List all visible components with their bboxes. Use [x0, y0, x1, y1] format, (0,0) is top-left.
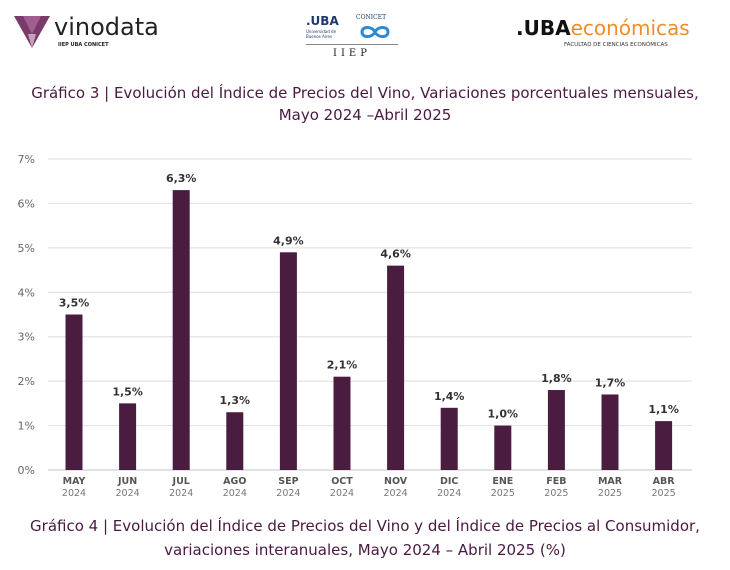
bar	[387, 265, 405, 470]
bar	[440, 407, 458, 470]
uba-eco-subtitle: FACULTAD DE CIENCIAS ECONÓMICAS	[564, 42, 668, 48]
x-tick-year: 2024	[384, 488, 408, 499]
x-tick-month: ENE	[492, 476, 513, 487]
uba-eco-text: .UBA	[516, 16, 571, 40]
x-tick-year: 2024	[437, 488, 461, 499]
data-label: 1,3%	[220, 394, 251, 407]
y-tick-label: 6%	[18, 197, 35, 210]
x-tick-year: 2025	[598, 488, 622, 499]
data-label: 1,5%	[112, 385, 143, 398]
uba-text: .UBA	[306, 14, 339, 28]
x-tick-year: 2024	[330, 488, 354, 499]
uba-economicas-logo: .UBAeconómicas FACULTAD DE CIENCIAS ECON…	[516, 16, 690, 48]
data-label: 1,8%	[541, 372, 572, 385]
iiep-text: IIEP	[333, 48, 371, 59]
x-tick-year: 2024	[116, 488, 140, 499]
y-tick-label: 4%	[18, 286, 35, 299]
x-tick-month: DIC	[440, 476, 458, 487]
conicet-infinity-icon	[360, 26, 390, 38]
x-tick-year: 2024	[169, 488, 193, 499]
bar-chart: 0%1%2%3%4%5%6%7%3,5%MAY20241,5%JUN20246,…	[18, 153, 692, 499]
data-label: 1,4%	[434, 390, 465, 403]
bar	[119, 403, 137, 470]
y-tick-label: 5%	[18, 242, 35, 255]
chart-title-line2: Mayo 2024 –Abril 2025	[278, 106, 452, 124]
x-tick-year: 2024	[276, 488, 300, 499]
data-label: 2,1%	[327, 359, 358, 372]
x-tick-month: JUN	[117, 476, 137, 487]
uba-conicet-iiep-logo: .UBA Universidad de Buenos Aires CONICET…	[306, 14, 398, 64]
x-tick-year: 2024	[223, 488, 247, 499]
x-tick-month: JUL	[172, 476, 190, 487]
x-tick-month: MAR	[598, 476, 623, 487]
data-label: 4,9%	[273, 234, 304, 247]
vinodata-subtitle: IIEP UBA CONICET	[58, 42, 109, 48]
bar	[226, 412, 244, 470]
conicet-text: CONICET	[356, 14, 387, 21]
y-tick-label: 3%	[18, 331, 35, 344]
next-chart-title-line1: Gráfico 4 | Evolución del Índice de Prec…	[30, 517, 700, 535]
x-tick-year: 2025	[652, 488, 676, 499]
next-chart-title-line2: variaciones interanuales, Mayo 2024 – Ab…	[164, 541, 566, 559]
data-label: 4,6%	[380, 248, 411, 261]
bar	[601, 394, 619, 470]
bar	[655, 421, 673, 470]
bar	[65, 314, 83, 470]
x-tick-month: ABR	[653, 476, 676, 487]
bar	[172, 190, 190, 470]
y-tick-label: 1%	[18, 420, 35, 433]
y-tick-label: 2%	[18, 375, 35, 388]
uba-subtitle: Universidad de Buenos Aires	[306, 29, 337, 39]
vinodata-mark-icon	[14, 16, 50, 48]
vinodata-logo: vinodata IIEP UBA CONICET	[14, 14, 159, 48]
x-tick-year: 2025	[544, 488, 568, 499]
x-tick-month: OCT	[331, 476, 353, 487]
vinodata-name: vinodata	[54, 13, 159, 41]
x-tick-year: 2024	[62, 488, 86, 499]
bar	[547, 390, 565, 470]
x-tick-month: AGO	[223, 476, 246, 487]
bar	[333, 376, 351, 470]
x-tick-month: NOV	[384, 476, 408, 487]
data-label: 6,3%	[166, 172, 197, 185]
data-label: 3,5%	[59, 297, 90, 310]
data-label: 1,7%	[595, 376, 626, 389]
bar	[494, 425, 512, 470]
bar	[279, 252, 297, 470]
y-tick-label: 0%	[18, 464, 35, 477]
chart-title-line1: Gráfico 3 | Evolución del Índice de Prec…	[31, 84, 699, 102]
x-tick-month: MAY	[63, 476, 86, 487]
data-label: 1,1%	[648, 403, 679, 416]
y-tick-label: 7%	[18, 153, 35, 166]
x-tick-month: FEB	[546, 476, 566, 487]
x-tick-year: 2025	[491, 488, 515, 499]
economicas-text: económicas	[570, 16, 690, 40]
x-tick-month: SEP	[278, 476, 298, 487]
data-label: 1,0%	[488, 408, 519, 421]
